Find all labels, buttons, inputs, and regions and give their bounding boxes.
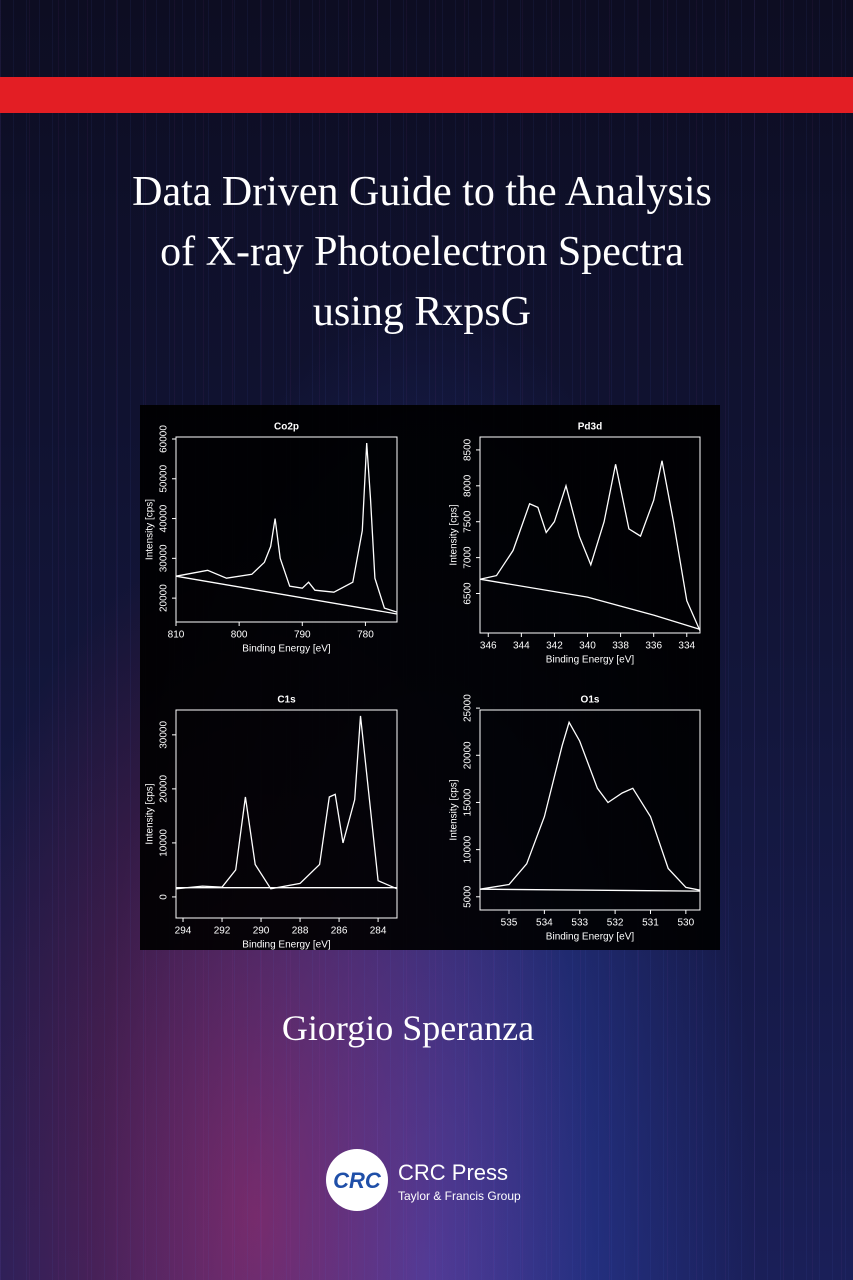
y-tick-label: 40000: [159, 504, 170, 532]
y-tick-label: 10000: [159, 829, 170, 857]
x-axis-label: Binding Energy [eV]: [242, 940, 331, 951]
spectrum-line: [175, 575, 398, 615]
y-tick-label: 15000: [463, 788, 474, 816]
y-axis-label: Intensity [cps]: [449, 779, 460, 840]
y-axis-label: Intensity [cps]: [145, 783, 156, 844]
x-tick-label: 284: [370, 926, 387, 937]
y-tick-label: 5000: [463, 885, 474, 908]
x-tick-label: 286: [331, 926, 348, 937]
y-tick-label: 60000: [159, 425, 170, 453]
plot-frame: [175, 436, 398, 623]
x-tick-label: 336: [645, 641, 662, 652]
spectrum-line: [479, 578, 701, 631]
x-tick-label: 294: [175, 926, 192, 937]
x-axis-label: Binding Energy [eV]: [546, 932, 635, 943]
x-tick-label: 534: [536, 918, 553, 929]
y-tick-label: 20000: [159, 584, 170, 612]
x-tick-label: 530: [678, 918, 695, 929]
spectrum-line: [479, 720, 701, 891]
x-axis-label: Binding Energy [eV]: [546, 655, 635, 666]
y-tick-label: 50000: [159, 464, 170, 492]
y-tick-label: 7500: [463, 510, 474, 533]
y-tick-label: 8000: [463, 474, 474, 497]
logo-circle: [326, 1149, 388, 1211]
title-line: Data Driven Guide to the Analysis: [132, 169, 712, 215]
y-tick-label: 30000: [159, 544, 170, 572]
y-tick-label: 25000: [463, 694, 474, 722]
plot-frame: [479, 709, 701, 911]
title-line: using RxpsG: [313, 289, 531, 335]
y-tick-label: 0: [159, 894, 170, 900]
publisher-group: Taylor & Francis Group: [398, 1189, 521, 1203]
x-axis-label: Binding Energy [eV]: [242, 644, 331, 655]
chart-title: C1s: [277, 695, 296, 706]
y-axis-label: Intensity [cps]: [449, 504, 460, 565]
x-tick-label: 292: [214, 926, 231, 937]
x-tick-label: 340: [579, 641, 596, 652]
chart-title: O1s: [581, 695, 600, 706]
x-tick-label: 346: [480, 641, 497, 652]
x-tick-label: 532: [607, 918, 624, 929]
spectrum-line: [479, 888, 701, 892]
x-tick-label: 531: [642, 918, 659, 929]
y-tick-label: 20000: [463, 741, 474, 769]
y-tick-label: 20000: [159, 775, 170, 803]
chart-panel: [140, 405, 720, 950]
x-tick-label: 790: [294, 630, 311, 641]
plot-frame: [175, 709, 398, 919]
x-tick-label: 800: [231, 630, 248, 641]
chart-title: Pd3d: [578, 422, 602, 433]
spectrum-line: [175, 715, 398, 890]
x-tick-label: 535: [501, 918, 518, 929]
y-tick-label: 30000: [159, 721, 170, 749]
x-tick-label: 338: [612, 641, 629, 652]
y-tick-label: 7000: [463, 546, 474, 569]
x-tick-label: 334: [678, 641, 695, 652]
plot-frame: [479, 436, 701, 634]
x-tick-label: 344: [513, 641, 530, 652]
red-band: [0, 77, 853, 113]
author: Giorgio Speranza: [282, 1008, 534, 1048]
x-tick-label: 288: [292, 926, 309, 937]
y-axis-label: Intensity [cps]: [145, 499, 156, 560]
x-tick-label: 780: [357, 630, 374, 641]
y-tick-label: 6500: [463, 582, 474, 605]
publisher: CRC Press: [398, 1160, 508, 1185]
y-tick-label: 10000: [463, 835, 474, 863]
spectrum-line: [175, 442, 398, 613]
x-tick-label: 342: [546, 641, 563, 652]
spectrum-line: [479, 460, 701, 632]
x-tick-label: 533: [571, 918, 588, 929]
title-line: of X-ray Photoelectron Spectra: [160, 229, 684, 275]
logo-text: CRC: [333, 1168, 382, 1193]
chart-title: Co2p: [274, 422, 299, 433]
y-tick-label: 8500: [463, 438, 474, 461]
x-tick-label: 290: [253, 926, 270, 937]
x-tick-label: 810: [168, 630, 185, 641]
